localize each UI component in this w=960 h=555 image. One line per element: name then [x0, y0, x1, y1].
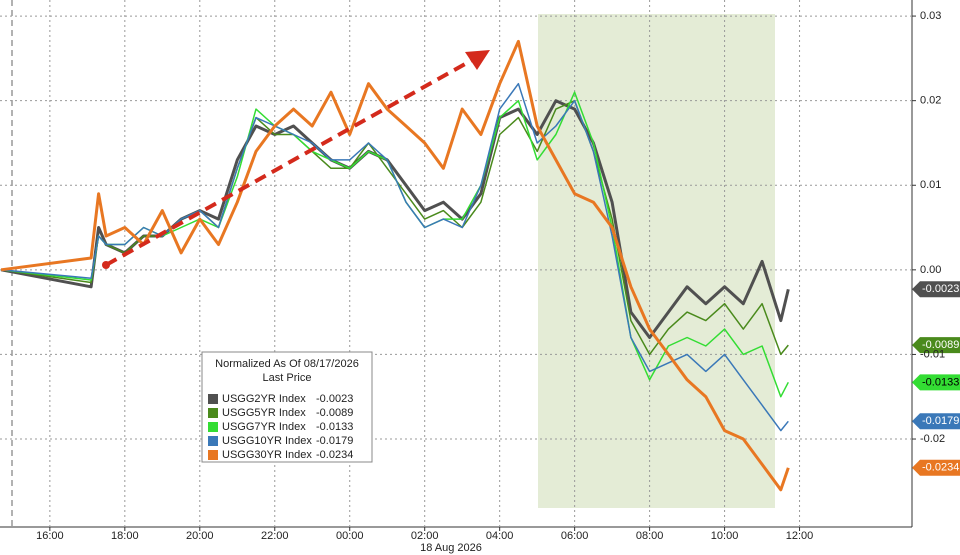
legend-swatch [208, 436, 218, 446]
last-price-tags: -0.0023 -0.0089 -0.0133 -0.0179 -0.0234 [912, 281, 960, 476]
last-price-tag [912, 374, 960, 391]
legend-value: -0.0023 [316, 393, 353, 405]
last-price-tag [912, 281, 960, 298]
legend-swatch [208, 408, 218, 418]
legend-value: -0.0234 [316, 449, 353, 461]
last-price-tag [912, 337, 960, 354]
legend-label: USGG5YR Index [222, 407, 306, 419]
legend-swatch [208, 422, 218, 432]
x-tick-label: 02:00 [411, 530, 439, 542]
last-price-label: -0.0179 [922, 415, 959, 427]
x-tick-label: 08:00 [636, 530, 664, 542]
trend-arrow [105, 57, 475, 267]
legend-label: USGG2YR Index [222, 393, 306, 405]
legend-label: USGG7YR Index [222, 421, 306, 433]
x-tick-label: 22:00 [261, 530, 289, 542]
legend-swatch [208, 394, 218, 404]
x-tick-label: 18:00 [111, 530, 139, 542]
x-date-label: 18 Aug 2026 [420, 542, 482, 554]
legend: Normalized As Of 08/17/2026 Last Price U… [201, 351, 373, 463]
last-price-label: -0.0023 [922, 283, 959, 295]
x-tick-label: 04:00 [486, 530, 514, 542]
arrow-head [465, 50, 490, 70]
legend-value: -0.0089 [316, 407, 353, 419]
last-price-tag [912, 413, 960, 430]
y-tick-label: -0.02 [920, 433, 945, 445]
y-tick-label: 0.00 [920, 264, 941, 276]
last-price-label: -0.0089 [922, 339, 959, 351]
y-tick-label: 0.01 [920, 179, 941, 191]
legend-label: USGG30YR Index [222, 449, 312, 461]
arrow-start [102, 261, 110, 269]
x-tick-label: 00:00 [336, 530, 364, 542]
x-tick-label: 20:00 [186, 530, 214, 542]
grid [0, 0, 916, 531]
last-price-tag [912, 459, 960, 476]
last-price-label: -0.0133 [922, 376, 959, 388]
y-tick-label: -0.01 [920, 348, 945, 360]
y-tick-label: 0.02 [920, 95, 941, 107]
legend-label: USGG10YR Index [222, 435, 312, 447]
x-tick-label: 06:00 [561, 530, 589, 542]
legend-swatch [208, 450, 218, 460]
highlight-region [538, 14, 775, 508]
x-tick-label: 16:00 [36, 530, 64, 542]
series-line [0, 39, 790, 492]
legend-value: -0.0133 [316, 421, 353, 433]
x-tick-label: 10:00 [711, 530, 739, 542]
legend-title: Normalized As Of 08/17/2026 [215, 358, 359, 370]
legend-box [201, 351, 373, 463]
x-tick-label: 12:00 [786, 530, 814, 542]
last-price-label: -0.0234 [922, 462, 959, 474]
legend-value: -0.0179 [316, 435, 353, 447]
legend-subtitle: Last Price [263, 372, 312, 384]
y-tick-label: 0.03 [920, 10, 941, 22]
